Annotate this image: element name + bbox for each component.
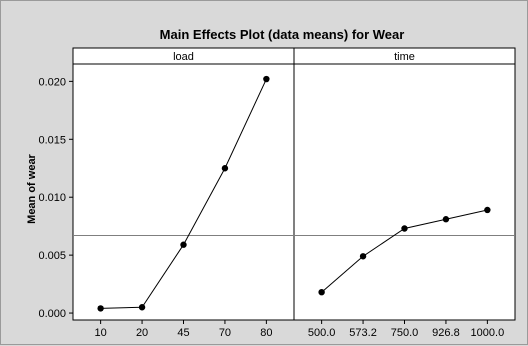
data-point-load (97, 305, 104, 312)
y-tick-label: 0.010 (38, 192, 66, 204)
panel-strip-label-load: load (173, 51, 194, 63)
data-point-load (263, 75, 270, 83)
chart-marks: 0.000 0.005 0.010 0.015 0.020 load 10 20 45 70 80 t… (38, 48, 515, 339)
data-point-time (442, 216, 450, 223)
x-tick-label: 45 (177, 327, 189, 339)
data-point-load (180, 241, 187, 248)
x-tick-label: 70 (219, 327, 231, 339)
x-tick-label: 926.8 (432, 327, 460, 339)
x-tick-label: 20 (136, 327, 148, 339)
data-point-time (484, 206, 491, 214)
y-tick-label: 0.020 (38, 76, 66, 88)
panel-strip-label-time: time (394, 51, 415, 63)
x-tick-label: 1000.0 (471, 327, 505, 339)
x-tick-label: 80 (260, 327, 272, 339)
x-tick-label: 750.0 (391, 327, 419, 339)
data-point-load (221, 165, 229, 172)
x-tick-label: 573.2 (349, 327, 377, 339)
data-point-time (359, 253, 367, 260)
y-tick-label: 0.005 (38, 250, 66, 262)
data-point-time (318, 288, 325, 296)
data-point-load (138, 304, 146, 311)
data-point-time (401, 225, 408, 232)
x-tick-label: 10 (95, 327, 107, 339)
y-axis-label: Mean of wear (26, 153, 38, 223)
x-tick-label: 500.0 (308, 327, 336, 339)
y-tick-label: 0.015 (38, 134, 66, 146)
y-tick-label: 0.000 (38, 308, 66, 320)
chart-title: Main Effects Plot (data means) for Wear (160, 27, 405, 42)
